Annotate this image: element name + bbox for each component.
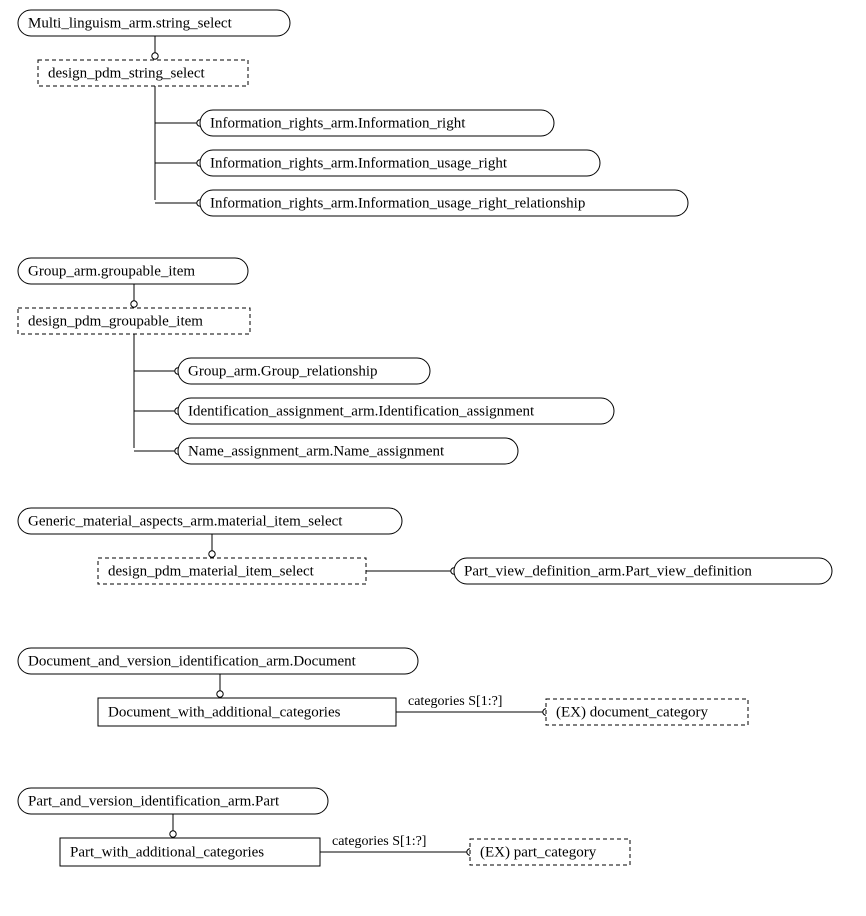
root-2-label: Generic_material_aspects_arm.material_it… xyxy=(28,513,343,529)
sub-4-label: Part_with_additional_categories xyxy=(70,844,264,860)
sub-0-label: design_pdm_string_select xyxy=(48,65,205,81)
child-1-1-label: Identification_assignment_arm.Identifica… xyxy=(188,403,535,419)
hchild-4-0-label: (EX) part_category xyxy=(480,844,597,860)
connector-dot xyxy=(217,691,223,697)
sub-3-label: Document_with_additional_categories xyxy=(108,704,341,720)
connector-dot xyxy=(152,53,158,59)
sub-1-label: design_pdm_groupable_item xyxy=(28,313,203,329)
hchild-2-0-label: Part_view_definition_arm.Part_view_defin… xyxy=(464,563,752,579)
connector-dot xyxy=(170,831,176,837)
connector-dot xyxy=(209,551,215,557)
child-0-1-label: Information_rights_arm.Information_usage… xyxy=(210,155,508,171)
root-0-label: Multi_linguism_arm.string_select xyxy=(28,15,233,31)
edge-label-3-0: categories S[1:?] xyxy=(408,694,502,709)
child-0-2-label: Information_rights_arm.Information_usage… xyxy=(210,195,585,211)
child-0-0-label: Information_rights_arm.Information_right xyxy=(210,115,466,131)
root-3-label: Document_and_version_identification_arm.… xyxy=(28,653,357,669)
root-4-label: Part_and_version_identification_arm.Part xyxy=(28,793,280,809)
diagram-canvas: Multi_linguism_arm.string_select design_p… xyxy=(0,0,866,916)
root-1-label: Group_arm.groupable_item xyxy=(28,263,195,279)
sub-2-label: design_pdm_material_item_select xyxy=(108,563,315,579)
child-1-2-label: Name_assignment_arm.Name_assignment xyxy=(188,443,445,459)
hchild-3-0-label: (EX) document_category xyxy=(556,704,709,720)
edge-label-4-0: categories S[1:?] xyxy=(332,834,426,849)
connector-dot xyxy=(131,301,137,307)
child-1-0-label: Group_arm.Group_relationship xyxy=(188,363,378,379)
